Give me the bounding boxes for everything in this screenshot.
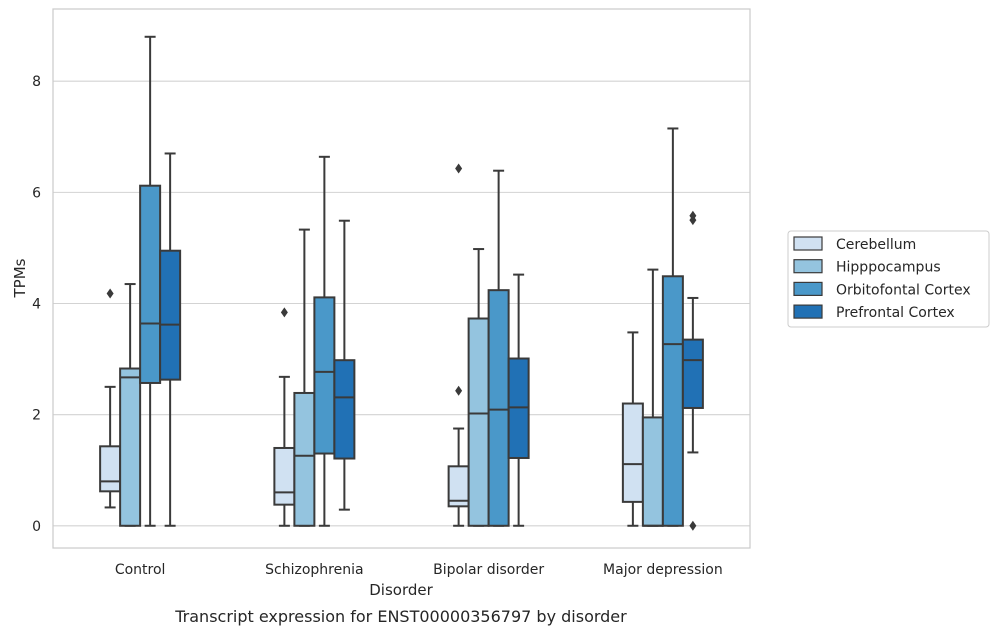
x-tick-label: Bipolar disorder [433, 562, 544, 578]
x-tick-label: Schizophrenia [265, 562, 363, 578]
outlier-point [455, 385, 463, 396]
y-tick-label: 2 [32, 408, 41, 424]
box-body [313, 296, 336, 455]
plot-frame [52, 8, 751, 549]
box-orbitofontal-cortex [139, 35, 162, 527]
box-hipppocampus [467, 248, 490, 527]
y-tick-label: 8 [32, 74, 41, 90]
legend-swatch [793, 281, 823, 296]
box-hipppocampus [641, 268, 664, 527]
box-body [661, 275, 684, 527]
outlier-point [455, 163, 463, 174]
box-body [333, 359, 356, 460]
legend-frame [787, 230, 990, 328]
box-body [641, 416, 664, 527]
box-body [487, 289, 510, 527]
box-cerebellum [447, 163, 470, 527]
x-axis-ticks: Control Schizophrenia Bipolar disorder Majo… [115, 562, 723, 578]
legend-swatch [793, 236, 823, 251]
box-body [293, 391, 316, 527]
box-orbitofontal-cortex [487, 169, 510, 527]
x-axis-label: Disorder [369, 581, 433, 599]
outlier-point [280, 307, 288, 318]
box-orbitofontal-cortex [661, 127, 684, 527]
box-hipppocampus [293, 228, 316, 527]
box-prefrontal-cortex [681, 210, 704, 531]
box-orbitofontal-cortex [313, 155, 336, 527]
box-groups [99, 35, 704, 531]
box-body [467, 317, 490, 527]
legend-swatch [793, 259, 823, 274]
box-cerebellum [621, 331, 644, 527]
box-body [159, 249, 182, 381]
outlier-point [689, 210, 697, 221]
outlier-point [689, 520, 697, 531]
box-body [99, 445, 122, 493]
y-tick-label: 4 [32, 297, 41, 313]
outlier-point [106, 288, 114, 299]
legend-swatch [793, 304, 823, 319]
legend: Cerebellum Hipppocampus Orbitofontal Corte… [787, 230, 990, 328]
legend-label: Hipppocampus [836, 260, 941, 276]
box-hipppocampus [119, 283, 142, 527]
legend-label: Prefrontal Cortex [836, 305, 955, 321]
box-prefrontal-cortex [159, 152, 182, 527]
box-body [273, 446, 296, 506]
box-prefrontal-cortex [507, 273, 530, 527]
box-cerebellum [99, 288, 122, 509]
y-tick-label: 0 [32, 519, 41, 535]
y-axis-label: TPMs [11, 258, 29, 298]
legend-label: Orbitofontal Cortex [836, 282, 971, 298]
box-body [621, 402, 644, 503]
legend-label: Cerebellum [836, 237, 916, 253]
box-cerebellum [273, 307, 296, 527]
box-body [681, 338, 704, 409]
box-body [139, 184, 162, 384]
x-tick-label: Control [115, 562, 166, 578]
box-prefrontal-cortex [333, 219, 356, 511]
box-body [119, 367, 142, 527]
y-tick-label: 6 [32, 185, 41, 201]
figure-caption: Transcript expression for ENST0000035679… [174, 607, 627, 626]
y-axis-ticks: 0 2 4 6 8 [32, 74, 41, 535]
x-tick-label: Major depression [603, 562, 723, 578]
